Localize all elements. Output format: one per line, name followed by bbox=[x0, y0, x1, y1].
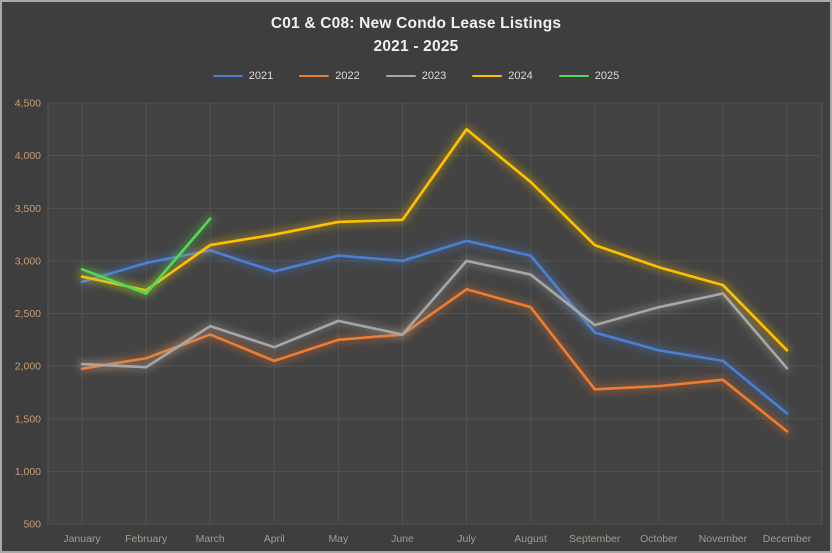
legend-swatch-2023 bbox=[385, 74, 416, 78]
legend-item-2025: 2025 bbox=[558, 70, 620, 82]
x-axis-month-label: March bbox=[196, 533, 225, 545]
chart-title-line1: C01 & C08: New Condo Lease Listings bbox=[270, 15, 562, 32]
legend-label-2022: 2022 bbox=[335, 70, 360, 82]
legend-item-2022: 2022 bbox=[299, 70, 360, 82]
y-axis-tick-label: 3,500 bbox=[15, 203, 41, 215]
legend-swatch-2022 bbox=[299, 74, 330, 78]
y-axis-tick-label: 4,000 bbox=[15, 150, 41, 162]
legend-label-2021: 2021 bbox=[248, 70, 274, 82]
series-line-2024 bbox=[80, 128, 789, 352]
x-axis-month-label: November bbox=[699, 533, 748, 545]
legend-swatch-2025 bbox=[558, 74, 589, 78]
x-axis-month-label: July bbox=[457, 533, 476, 545]
y-axis-tick-label: 1,000 bbox=[15, 466, 41, 478]
x-axis-month-label: February bbox=[125, 533, 168, 545]
x-axis-month-label: October bbox=[640, 533, 678, 545]
chart-title-line2: 2021 - 2025 bbox=[373, 38, 459, 55]
x-axis-month-label: April bbox=[264, 533, 285, 545]
x-axis-month-label: January bbox=[63, 533, 101, 545]
y-axis-tick-label: 1,500 bbox=[15, 413, 41, 425]
series-line-2025 bbox=[80, 217, 212, 295]
legend-item-2021: 2021 bbox=[212, 70, 274, 82]
y-axis-tick-label: 2,500 bbox=[15, 308, 41, 320]
legend-item-2023: 2023 bbox=[385, 70, 447, 82]
series-line-2022 bbox=[80, 287, 789, 433]
y-axis-tick-label: 3,000 bbox=[15, 255, 41, 267]
x-axis-month-label: June bbox=[391, 533, 414, 545]
x-axis-month-label: September bbox=[569, 533, 621, 545]
y-axis-tick-label: 500 bbox=[23, 519, 41, 531]
legend-label-2024: 2024 bbox=[508, 70, 533, 82]
legend-label-2025: 2025 bbox=[594, 70, 620, 82]
chart-legend: 2021 2022 2023 2024 2025 bbox=[2, 70, 830, 82]
legend-swatch-2021 bbox=[212, 74, 243, 78]
x-axis-month-label: August bbox=[514, 533, 547, 545]
legend-item-2024: 2024 bbox=[472, 70, 533, 82]
legend-label-2023: 2023 bbox=[421, 70, 447, 82]
y-axis-tick-label: 4,500 bbox=[15, 98, 41, 110]
chart-title: C01 & C08: New Condo Lease Listings 2021… bbox=[2, 12, 830, 58]
legend-swatch-2024 bbox=[472, 74, 503, 78]
series-line-2023 bbox=[80, 259, 789, 370]
x-axis-month-label: December bbox=[763, 533, 812, 545]
x-axis-month-label: May bbox=[328, 533, 349, 545]
y-axis-tick-label: 2,000 bbox=[15, 361, 41, 373]
